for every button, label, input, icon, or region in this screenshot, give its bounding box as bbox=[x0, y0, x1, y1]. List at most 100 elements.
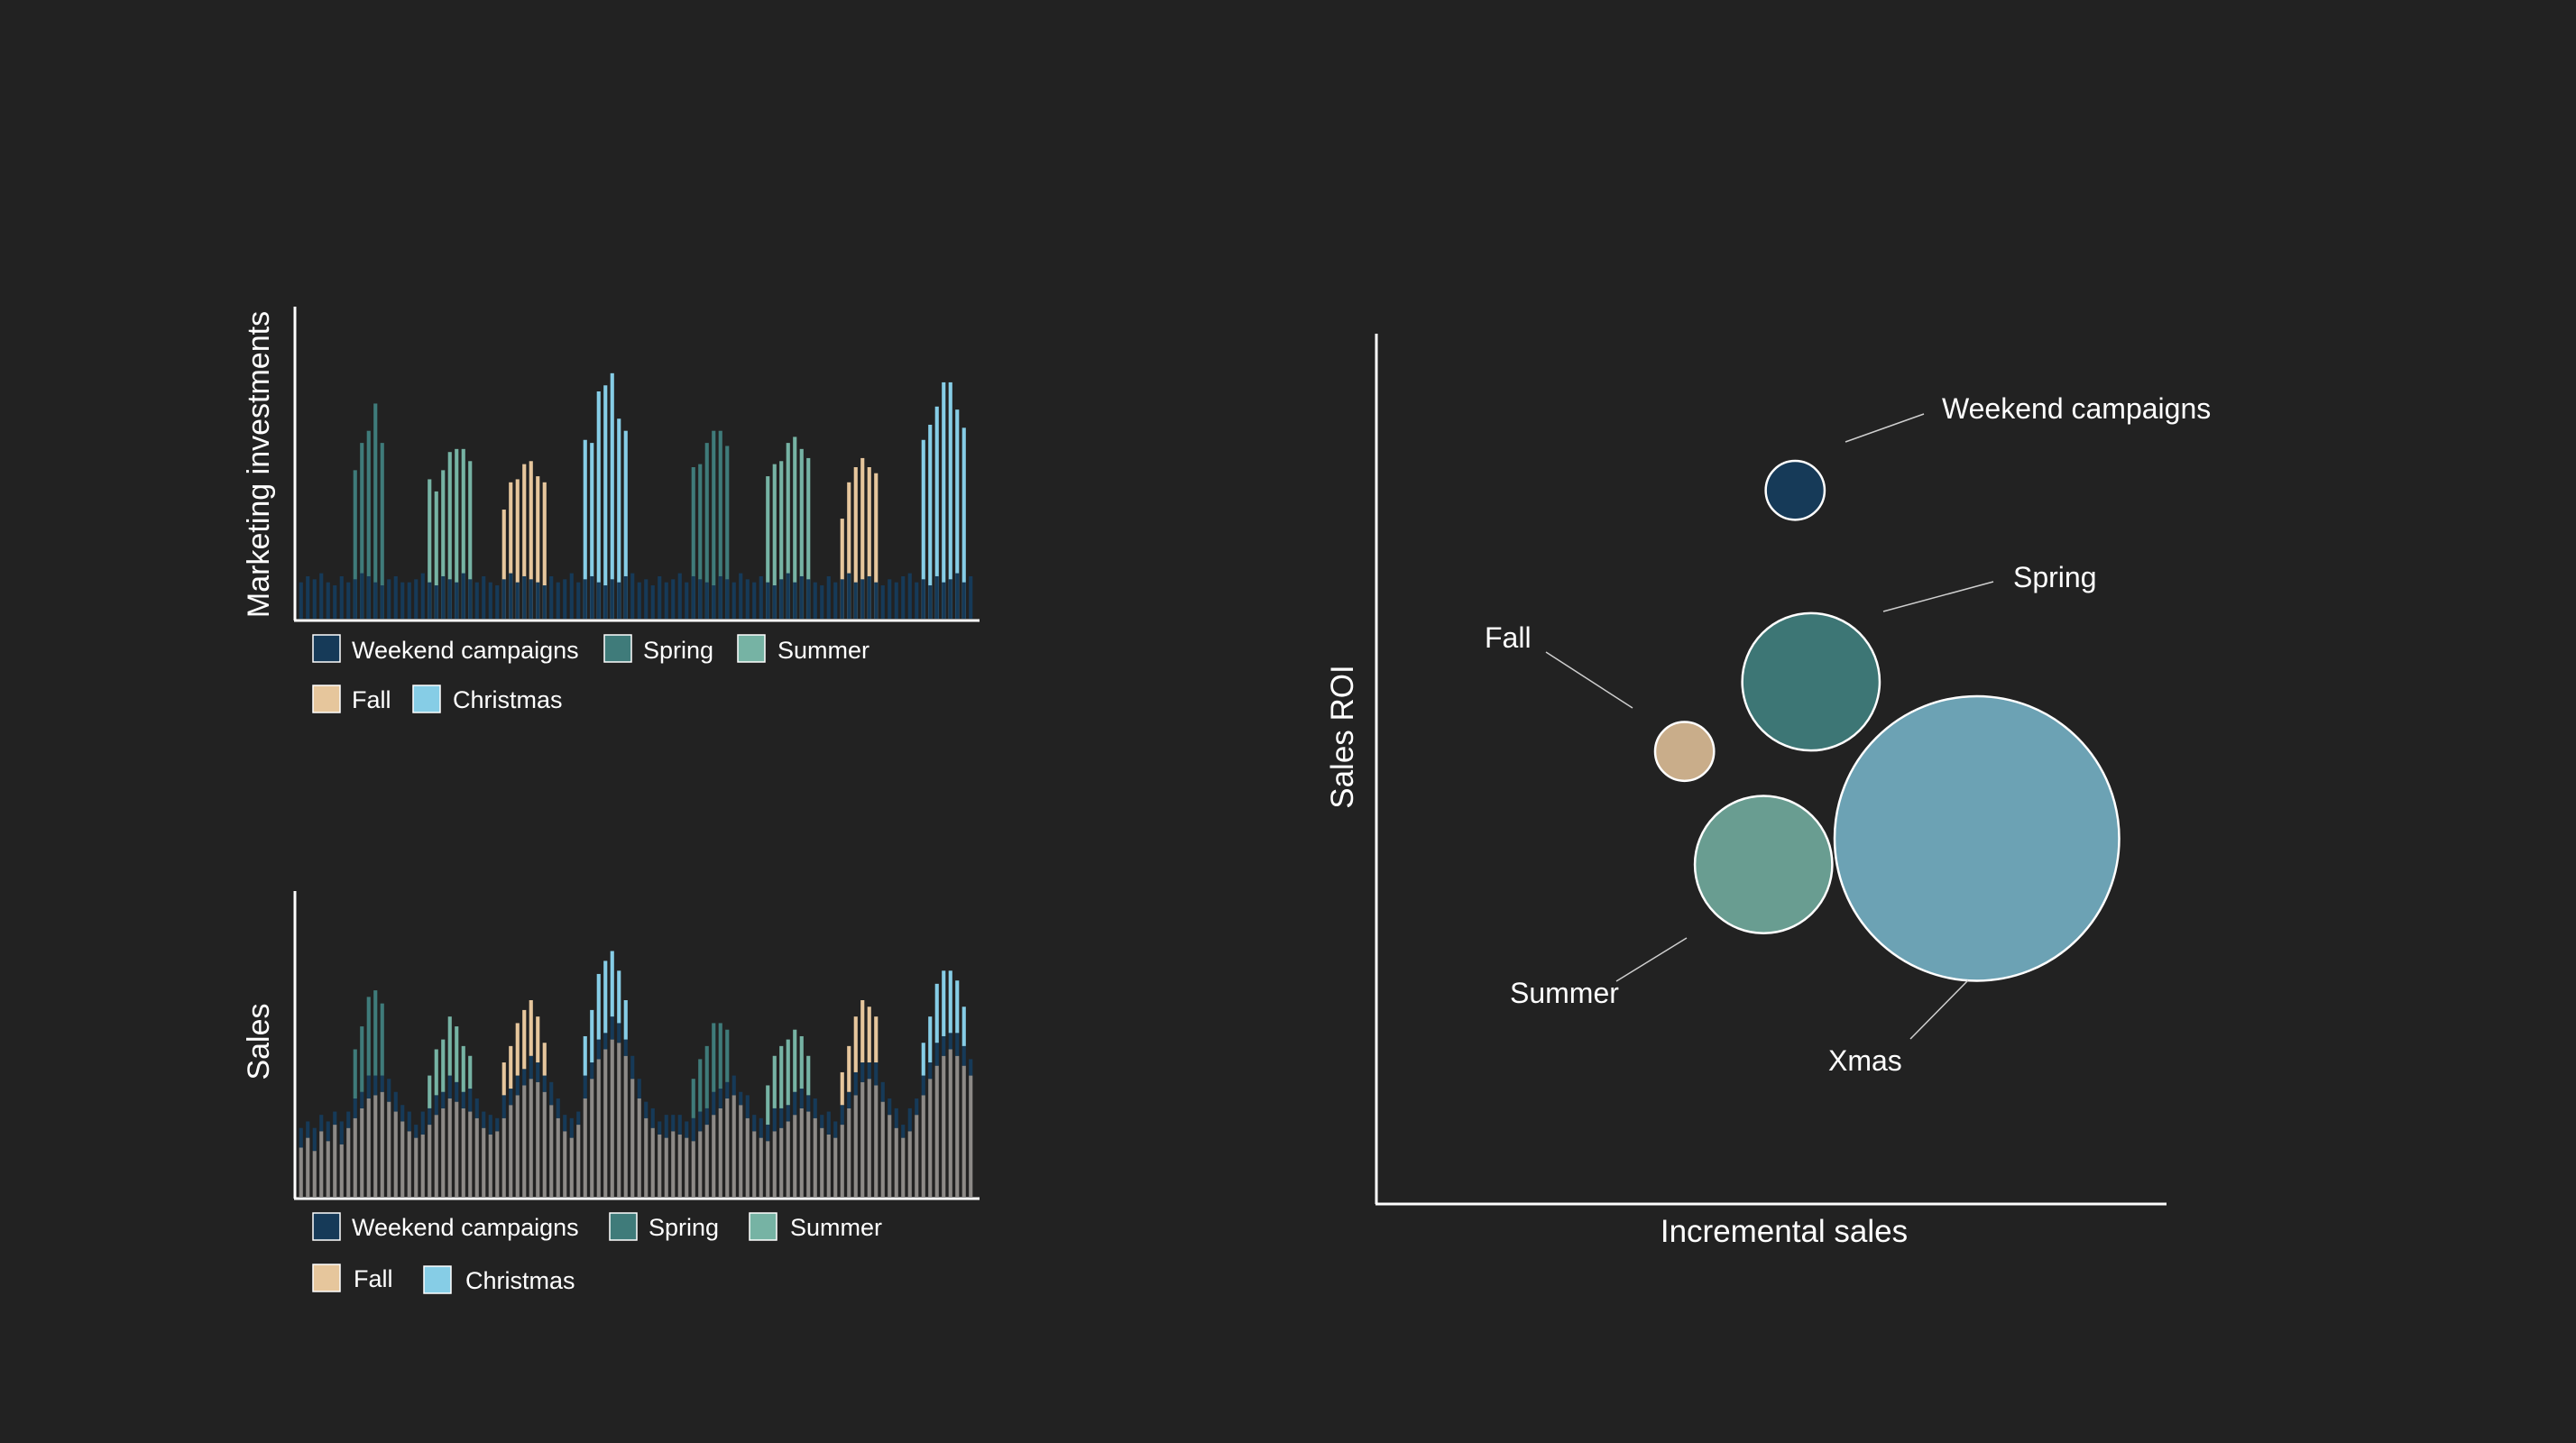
investment-campaign-bar bbox=[766, 476, 770, 619]
investments-bars bbox=[299, 372, 973, 619]
legend-label-spring: Spring bbox=[643, 637, 713, 664]
sales-campaign-bar bbox=[468, 1055, 473, 1089]
investment-weekend-bar bbox=[786, 573, 790, 619]
investment-weekend-bar bbox=[745, 579, 750, 619]
investment-weekend-bar bbox=[434, 585, 438, 619]
sales-base-bar bbox=[482, 1127, 486, 1197]
investment-weekend-bar bbox=[731, 582, 736, 619]
sales-weekend-bar bbox=[894, 1108, 898, 1128]
sales-campaign-bar bbox=[623, 1000, 628, 1040]
sales-campaign-bar bbox=[712, 1023, 716, 1092]
sales-base-bar bbox=[766, 1141, 770, 1197]
investment-weekend-bar bbox=[536, 582, 540, 619]
investment-campaign-bar bbox=[468, 461, 473, 619]
sales-base-bar bbox=[623, 1055, 628, 1197]
sales-weekend-bar bbox=[380, 1075, 384, 1092]
sales-campaign-bar bbox=[542, 1043, 547, 1076]
legend-label-christmas: Christmas bbox=[465, 1267, 575, 1294]
investments-y-label: Marketing investments bbox=[242, 311, 276, 618]
sales-weekend-bar bbox=[420, 1111, 425, 1135]
sales-base-bar bbox=[542, 1091, 547, 1197]
investment-weekend-bar bbox=[948, 579, 952, 619]
sales-weekend-bar bbox=[867, 1062, 871, 1080]
annotation-spring: Spring bbox=[1882, 561, 2097, 612]
investment-weekend-bar bbox=[685, 582, 689, 619]
sales-base-bar bbox=[339, 1144, 344, 1197]
sales-base-bar bbox=[826, 1134, 831, 1197]
legend-swatch-christmas bbox=[423, 1265, 452, 1294]
annotation-weekend: Weekend campaigns bbox=[1845, 392, 2211, 443]
investment-weekend-bar bbox=[576, 582, 581, 619]
sales-base-bar bbox=[793, 1115, 797, 1197]
sales-weekend-bar bbox=[779, 1108, 784, 1128]
sales-weekend-bar bbox=[840, 1105, 844, 1126]
sales-base-bar bbox=[718, 1108, 722, 1197]
sales-base-bar bbox=[333, 1125, 337, 1197]
sales-weekend-bar bbox=[373, 1075, 378, 1096]
sales-weekend-bar bbox=[515, 1075, 520, 1096]
investment-weekend-bar bbox=[353, 579, 357, 619]
sales-weekend-bar bbox=[752, 1115, 757, 1132]
sales-weekend-bar bbox=[488, 1115, 492, 1135]
sales-base-bar bbox=[853, 1095, 858, 1197]
investment-weekend-bar bbox=[346, 582, 351, 619]
investment-weekend-bar bbox=[826, 575, 831, 619]
bubbles bbox=[1653, 459, 2121, 982]
leader-line-summer bbox=[1615, 937, 1688, 982]
investment-weekend-bar bbox=[880, 585, 885, 619]
sales-base-bar bbox=[658, 1134, 662, 1197]
legend-swatch-weekend bbox=[312, 634, 341, 663]
sales-campaign-bar bbox=[603, 960, 608, 1034]
investment-campaign-bar bbox=[380, 443, 384, 619]
sales-weekend-bar bbox=[346, 1111, 351, 1128]
leader-line-weekend bbox=[1845, 413, 1925, 443]
investment-campaign-bar bbox=[428, 479, 432, 619]
sales-base-bar bbox=[420, 1134, 425, 1197]
investment-weekend-bar bbox=[461, 573, 465, 619]
investment-weekend-bar bbox=[664, 582, 668, 619]
sales-weekend-bar bbox=[685, 1121, 689, 1138]
investment-weekend-bar bbox=[360, 573, 364, 619]
sales-campaign-bar bbox=[353, 1049, 357, 1098]
sales-base-bar bbox=[326, 1141, 330, 1197]
investment-weekend-bar bbox=[339, 575, 344, 619]
investment-weekend-bar bbox=[623, 575, 628, 619]
investment-weekend-bar bbox=[630, 573, 635, 619]
investment-weekend-bar bbox=[759, 575, 763, 619]
investment-weekend-bar bbox=[617, 582, 621, 619]
bubble-label-xmas: Xmas bbox=[1828, 1044, 1902, 1077]
investment-weekend-bar bbox=[407, 582, 411, 619]
legend-swatch-summer bbox=[749, 1212, 777, 1241]
sales-weekend-bar bbox=[509, 1089, 513, 1106]
sales-base-bar bbox=[428, 1125, 432, 1197]
investment-weekend-bar bbox=[590, 575, 594, 619]
sales-base-bar bbox=[306, 1137, 310, 1197]
investment-campaign-bar bbox=[793, 437, 797, 619]
investment-weekend-bar bbox=[373, 582, 378, 619]
sales-weekend-bar bbox=[759, 1117, 763, 1138]
sales-base-bar bbox=[888, 1115, 892, 1197]
sales-weekend-bar bbox=[393, 1091, 398, 1112]
investment-campaign-bar bbox=[353, 470, 357, 619]
sales-weekend-bar bbox=[637, 1079, 641, 1098]
sales-base-bar bbox=[576, 1125, 581, 1197]
sales-weekend-bar bbox=[353, 1098, 357, 1118]
investment-weekend-bar bbox=[333, 585, 337, 619]
investment-weekend-bar bbox=[474, 582, 479, 619]
legend-item-fall: Fall bbox=[312, 1264, 393, 1292]
legend-swatch-fall bbox=[312, 685, 341, 713]
sales-weekend-bar bbox=[366, 1075, 371, 1098]
bubble-label-fall: Fall bbox=[1485, 621, 1532, 654]
investment-weekend-bar bbox=[306, 575, 310, 619]
investment-weekend-bar bbox=[414, 579, 419, 619]
bubble-label-summer: Summer bbox=[1510, 977, 1619, 1009]
sales-weekend-bar bbox=[671, 1115, 676, 1132]
sales-base-bar bbox=[867, 1079, 871, 1197]
sales-weekend-bar bbox=[644, 1101, 649, 1118]
sales-campaign-bar bbox=[366, 997, 371, 1076]
sales-base-bar bbox=[955, 1055, 960, 1197]
legend-item-weekend: Weekend campaigns bbox=[312, 634, 579, 664]
sales-weekend-bar bbox=[799, 1089, 804, 1108]
investment-weekend-bar bbox=[907, 573, 912, 619]
investment-weekend-bar bbox=[691, 575, 695, 619]
